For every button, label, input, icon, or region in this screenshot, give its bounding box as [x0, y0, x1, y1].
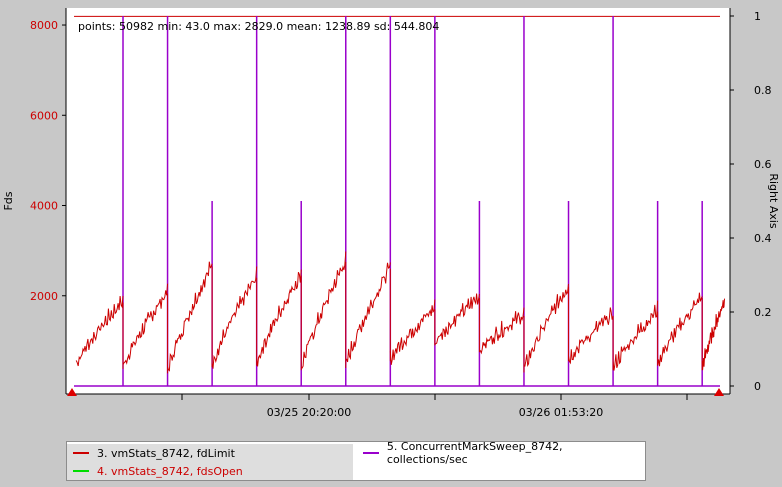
scroll-left-marker[interactable]: [67, 388, 77, 396]
left-axis: 2000 4000 6000 8000: [30, 8, 67, 394]
fdsopen-segment: [612, 300, 659, 371]
legend-label-collections: 5. ConcurrentMarkSweep_8742, collections…: [386, 440, 563, 466]
left-tick-label: 2000: [30, 290, 58, 303]
fdsopen-segment: [524, 283, 569, 367]
series-group: [74, 15, 725, 387]
right-tick-label: 0.8: [754, 84, 772, 97]
fdsopen-segment: [167, 261, 213, 372]
left-tick-label: 8000: [30, 19, 58, 32]
fdsopen-segment: [300, 251, 347, 369]
legend-label-fdsopen: 4. vmStats_8742, fdsOpen: [97, 464, 243, 478]
legend-label-fdlimit: 3. vmStats_8742, fdLimit: [97, 446, 235, 460]
fdsopen-segment: [211, 266, 258, 369]
right-tick-label: 0.4: [754, 232, 772, 245]
y-axis-label-left: Fds: [2, 191, 15, 210]
right-tick-label: 0.2: [754, 306, 772, 319]
fdsopen-segment: [568, 307, 614, 365]
legend-item-collections[interactable]: 5. ConcurrentMarkSweep_8742, collections…: [357, 440, 645, 466]
legend-item-fdlimit[interactable]: 3. vmStats_8742, fdLimit: [67, 444, 353, 462]
chart-svg: 2000 4000 6000 8000 0 0.2 0.4 0.6 0.8 1 03/25 20…: [2, 8, 780, 419]
y-axis-label-right: Right Axis: [767, 173, 780, 229]
x-tick-label: 03/25 20:20:00: [267, 406, 352, 419]
left-tick-label: 4000: [30, 200, 58, 213]
fdsopen-segment: [256, 269, 302, 367]
legend-item-fdsopen[interactable]: 4. vmStats_8742, fdsOpen: [67, 462, 353, 480]
fdsopen-segment: [389, 299, 436, 365]
right-axis: 0 0.2 0.4 0.6 0.8 1: [729, 8, 772, 394]
legend: 3. vmStats_8742, fdLimit 5. ConcurrentMa…: [66, 440, 646, 481]
left-tick-label: 6000: [30, 109, 58, 122]
fdsopen-segment: [75, 295, 124, 367]
fdsopen-segment: [434, 293, 480, 345]
legend-swatch-fdlimit: [73, 452, 89, 454]
legend-swatch-collections: [363, 452, 379, 454]
plot-area: [66, 8, 730, 394]
fdsopen-segment: [701, 298, 725, 371]
x-tick-label: 03/26 01:53:20: [519, 406, 604, 419]
fdsopen-segment: [122, 283, 169, 365]
right-tick-label: 0: [754, 380, 761, 393]
x-axis: 03/25 20:20:00 03/26 01:53:20: [66, 393, 730, 419]
right-tick-label: 0.6: [754, 158, 772, 171]
fdsopen-segment: [479, 307, 525, 355]
scroll-right-marker[interactable]: [714, 388, 724, 396]
stats-text: points: 50982 min: 43.0 max: 2829.0 mean…: [78, 20, 439, 33]
fdsopen-segment: [345, 262, 391, 363]
fdsopen-segment: [657, 292, 703, 367]
legend-swatch-fdsopen: [73, 470, 89, 472]
right-tick-label: 1: [754, 10, 761, 23]
